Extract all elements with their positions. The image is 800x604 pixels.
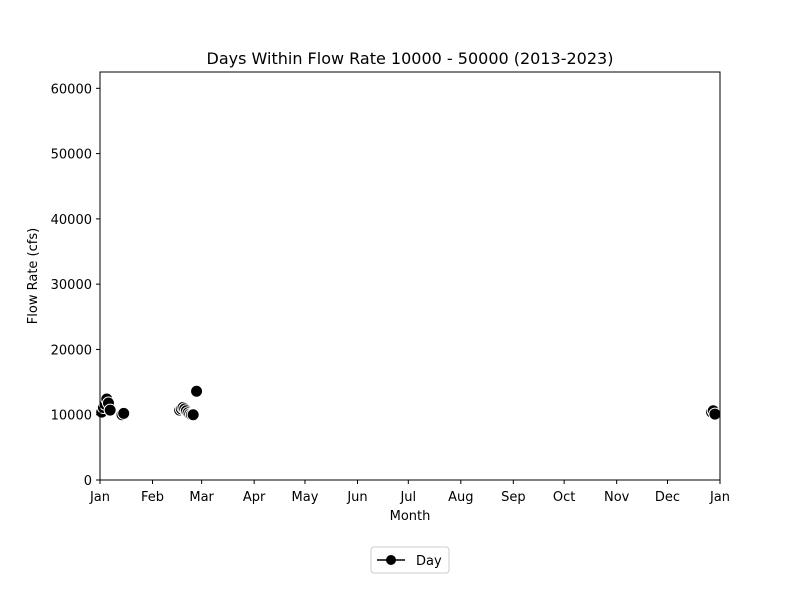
- chart-title: Days Within Flow Rate 10000 - 50000 (201…: [207, 49, 614, 68]
- y-axis: 0 10000 20000 30000 40000 50000 60000: [51, 82, 100, 489]
- x-tick-label: Feb: [141, 490, 164, 505]
- y-tick-label: 20000: [51, 343, 92, 358]
- data-points: [95, 384, 722, 422]
- data-point: [117, 406, 131, 420]
- x-tick-label: Dec: [655, 490, 680, 505]
- x-tick-label: Jul: [399, 490, 416, 505]
- x-tick-label: May: [292, 490, 319, 505]
- data-point: [190, 384, 204, 398]
- y-tick-label: 30000: [51, 278, 92, 293]
- plot-frame: [99, 71, 721, 481]
- y-tick-label: 40000: [51, 213, 92, 228]
- y-axis-label: Flow Rate (cfs): [26, 228, 41, 324]
- x-axis: Jan Feb Mar Apr May Jun Jul Aug Sep Oct Nov Dec Jan: [89, 480, 730, 505]
- y-tick-label: 0: [84, 474, 92, 489]
- x-tick-label: Apr: [243, 490, 266, 505]
- x-tick-label: Oct: [553, 490, 575, 505]
- y-tick-label: 50000: [51, 148, 92, 163]
- x-tick-label: Jan: [709, 490, 730, 505]
- y-tick-label: 60000: [51, 82, 92, 97]
- data-point: [103, 403, 117, 417]
- x-tick-label: Jan: [89, 490, 110, 505]
- y-tick-label: 10000: [51, 409, 92, 424]
- x-axis-label: Month: [390, 509, 431, 524]
- x-tick-label: Sep: [501, 490, 526, 505]
- legend: Day: [370, 546, 450, 574]
- data-point: [186, 408, 200, 422]
- legend-dot-marker: [386, 555, 396, 565]
- legend-box: [370, 546, 450, 574]
- x-tick-label: Jun: [346, 490, 367, 505]
- x-tick-label: Nov: [604, 490, 630, 505]
- x-tick-label: Aug: [448, 490, 473, 505]
- data-point: [708, 407, 722, 421]
- x-tick-label: Mar: [189, 490, 214, 505]
- legend-label-day: Day: [416, 554, 442, 569]
